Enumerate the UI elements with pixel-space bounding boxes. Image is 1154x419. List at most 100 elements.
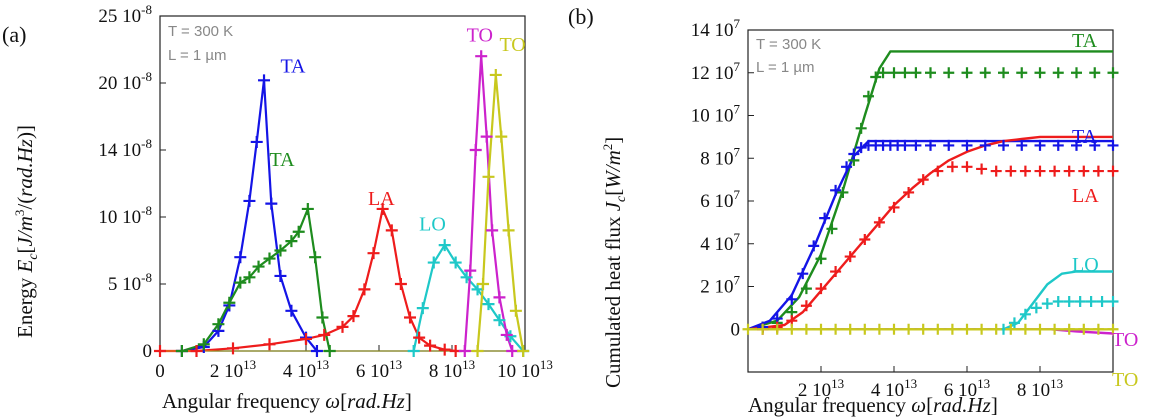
data-point-b [1071, 67, 1082, 79]
x-tick-label-a: 0 [155, 361, 165, 382]
series-label-a-la: LA [368, 188, 395, 210]
data-point-a [407, 345, 420, 357]
data-point-a [227, 342, 239, 355]
data-point-b [917, 174, 929, 186]
data-point-a [464, 264, 477, 277]
y-tick-label-b: 12 107 [691, 59, 741, 84]
data-point-b [1107, 67, 1119, 79]
y-tick-label-b: 6 107 [700, 187, 740, 212]
x-tick-label-a: 8 1013 [429, 357, 475, 382]
data-point-a [285, 235, 298, 248]
data-point-a [509, 304, 522, 317]
data-point-a [427, 256, 440, 269]
data-point-a [404, 311, 417, 324]
data-point-a [301, 202, 314, 215]
data-point-b [1092, 165, 1104, 177]
data-point-a [469, 144, 482, 156]
data-point-b [873, 323, 885, 335]
data-point-b [1096, 295, 1108, 307]
series-lines-a [160, 55, 525, 353]
data-point-a [394, 278, 407, 290]
series-label-b-to: TO [1112, 329, 1138, 351]
series-markers-b [742, 67, 1119, 335]
series-label-a-to: TO [499, 34, 525, 56]
data-point-a [413, 331, 426, 344]
data-point-b [1019, 308, 1031, 320]
data-point-a [385, 224, 398, 237]
data-point-b [855, 142, 867, 154]
y-tick-label-a: 0 [143, 341, 153, 362]
data-point-b [998, 139, 1009, 151]
data-point-b [1052, 67, 1064, 79]
data-point-b [1074, 295, 1086, 307]
data-point-a [500, 328, 513, 341]
y-tick-label-a: 25 10-8 [98, 2, 152, 27]
data-point-a [517, 345, 530, 357]
data-point-a [300, 332, 312, 345]
data-point-b [1107, 165, 1119, 177]
data-point-b [844, 323, 856, 335]
data-point-a [243, 271, 256, 284]
data-point-b [943, 67, 955, 79]
data-point-a [285, 304, 298, 317]
series-label-a-lo: LO [419, 213, 446, 235]
data-point-b [1016, 67, 1028, 79]
data-point-b [862, 90, 874, 102]
data-point-b [943, 139, 955, 151]
data-point-b [1078, 165, 1090, 177]
data-point-b [808, 240, 820, 252]
data-point-b [946, 323, 958, 335]
data-point-b [1005, 165, 1017, 177]
data-point-b [1008, 317, 1020, 329]
data-point-b [844, 251, 856, 263]
data-point-a [506, 345, 519, 357]
data-point-b [1041, 298, 1053, 310]
data-point-b [837, 186, 849, 198]
chart-b: 2 1013 4 1013 6 1013 8 1013 0 2 107 4 107 6 107… [600, 16, 1138, 417]
ticks-a: 0 2 1013 4 1013 6 1013 8 1013 10 1013 0 5 10-8 1… [98, 2, 552, 382]
data-point-b [800, 323, 812, 335]
plot-frame-a [159, 15, 526, 352]
data-point-b [1092, 323, 1104, 335]
data-point-a [274, 269, 287, 282]
data-point-b [888, 201, 900, 213]
condition-length-b: L = 1 µm [756, 59, 815, 76]
x-tick-label-a: 10 1013 [497, 357, 553, 382]
series-labels-b: TA TA LA LO TO TO [1072, 30, 1138, 391]
series-label-b-la: LA [1072, 185, 1099, 207]
data-point-a [475, 50, 488, 63]
data-point-b [877, 67, 889, 79]
data-point-b [1019, 323, 1031, 335]
data-point-b [1063, 295, 1075, 307]
data-point-b [961, 139, 973, 151]
data-point-a [258, 74, 271, 87]
condition-temperature-a: T = 300 K [168, 23, 233, 40]
data-point-b [1016, 139, 1028, 151]
data-point-b [961, 323, 973, 335]
series-label-a-ta: TA [270, 149, 296, 171]
data-point-b [1034, 323, 1046, 335]
data-point-b [1107, 295, 1119, 307]
data-point-b [815, 253, 827, 265]
y-tick-label-b: 4 107 [700, 230, 740, 255]
data-point-b [976, 323, 988, 335]
data-point-a [318, 328, 331, 341]
x-tick-label-b: 8 1013 [1017, 376, 1063, 401]
data-point-a [323, 345, 336, 357]
data-point-a [190, 345, 203, 357]
x-tick-label-a: 2 1013 [210, 357, 256, 382]
data-point-a [234, 251, 247, 264]
data-point-b [819, 212, 831, 224]
data-point-a [197, 338, 210, 351]
data-point-a [495, 130, 508, 143]
data-point-b [1107, 323, 1119, 335]
data-point-a [493, 291, 506, 304]
series-line-a-ta [181, 207, 331, 353]
data-point-b [771, 323, 783, 335]
data-point-a [502, 224, 515, 237]
data-point-a [438, 239, 451, 252]
data-point-a [263, 338, 276, 351]
condition-length-a: L = 1 µm [168, 47, 227, 64]
data-point-a [223, 296, 236, 309]
data-point-b [1030, 302, 1042, 314]
